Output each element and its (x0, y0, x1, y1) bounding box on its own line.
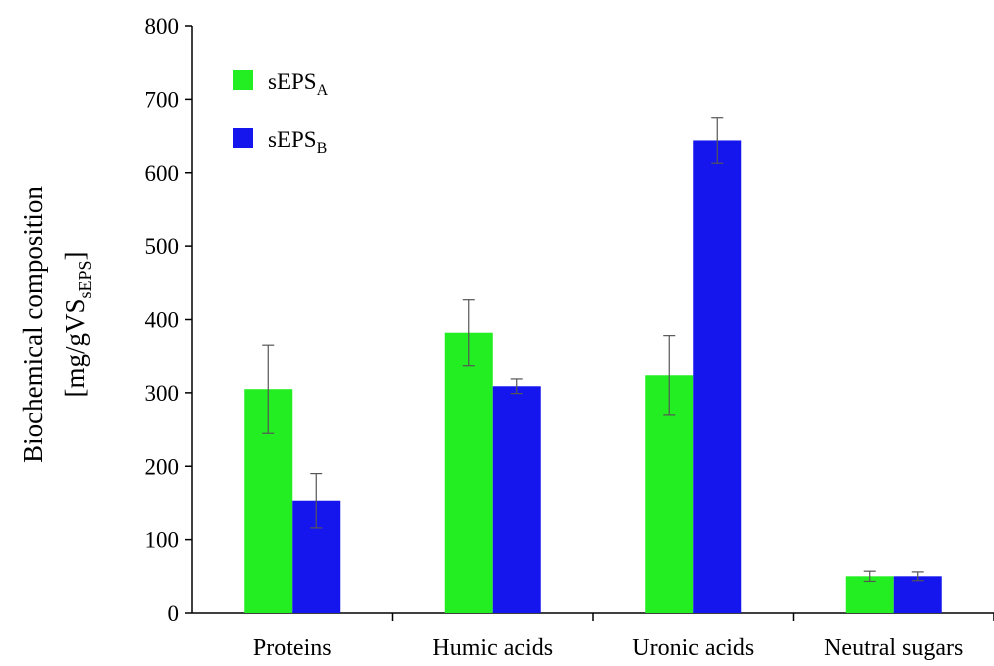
y-axis-title: Biochemical composition [mg/gVSsEPS] (18, 186, 95, 463)
y-tick-label: 500 (145, 234, 180, 259)
legend-swatch (233, 128, 253, 148)
x-tick-label: Proteins (253, 635, 332, 661)
error-bars (262, 117, 924, 583)
y-axis-title-line2: [mg/gVSsEPS] (60, 251, 95, 397)
y-tick-label: 400 (145, 308, 180, 333)
x-tick-label: Uronic acids (632, 635, 754, 661)
y-tick-label: 700 (145, 87, 180, 112)
bar (893, 576, 942, 613)
y-tick-label: 600 (145, 161, 180, 186)
y-axis-title-line1: Biochemical composition (18, 186, 48, 463)
legend: sEPSA sEPSB (233, 69, 329, 157)
axes: 0 100 200 300 400 500 600 700 800 Proteins Humic a… (145, 14, 994, 661)
bar (693, 140, 742, 613)
bar (444, 332, 493, 613)
legend-label: sEPSB (268, 127, 327, 157)
bar (845, 576, 894, 613)
x-tick-label: Humic acids (432, 635, 553, 661)
bar (492, 386, 541, 613)
y-tick-label: 0 (168, 601, 180, 626)
bars (244, 140, 942, 613)
y-tick-label: 800 (145, 14, 180, 39)
x-tick-label: Neutral sugars (824, 635, 963, 661)
legend-label: sEPSA (268, 69, 329, 99)
y-tick-label: 100 (145, 528, 180, 553)
y-tick-label: 300 (145, 381, 180, 406)
legend-swatch (233, 70, 253, 90)
y-tick-label: 200 (145, 454, 180, 479)
